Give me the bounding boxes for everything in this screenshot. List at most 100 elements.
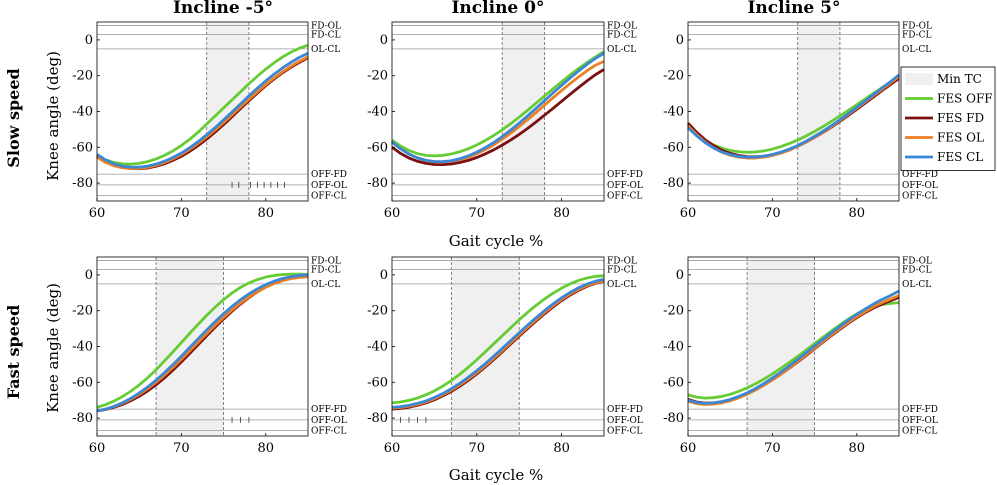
panel-slow-2-bottom-ref-label-0: OFF-FD — [902, 170, 938, 180]
panel-slow-0-ytick-label-2: -40 — [72, 105, 93, 120]
legend-label-min-tc: Min TC — [937, 72, 982, 86]
panel-slow-1-ytick-label-0: 0 — [380, 33, 388, 48]
panel-slow-0-top-ref-label-1: FD-CL — [311, 31, 341, 41]
panel-fast-1-ytick-label-0: 0 — [380, 268, 388, 283]
legend-swatch-min-tc — [905, 73, 933, 85]
panel-fast-0-ytick-label-3: -60 — [72, 375, 93, 390]
panel-fast-2-xtick-label-0: 60 — [680, 441, 697, 456]
panel-slow-2-ytick-label-3: -60 — [663, 140, 684, 155]
panel-slow-2-series-fes-off — [687, 75, 900, 154]
panel-fast-2-ytick-label-4: -80 — [663, 411, 684, 426]
panel-slow-0-series-fes-ol — [96, 55, 309, 170]
panel-slow-2-xtick-label-1: 70 — [764, 206, 781, 221]
panel-fast-1-ytick-label-4: -80 — [367, 411, 388, 426]
panel-fast-2-top-ref-label-2: OL-CL — [902, 280, 931, 290]
panel-fast-2-min-tc-region — [747, 257, 815, 436]
panel-fast-1-top-ref-label-1: FD-CL — [607, 266, 637, 276]
panel-fast-1-bottom-ref-label-1: OFF-OL — [607, 416, 643, 426]
panel-fast-0-series-fes-cl — [96, 273, 309, 413]
panel-fast-2-series-fes-cl — [687, 289, 900, 405]
panel-fast-0-ytick-label-0: 0 — [85, 268, 93, 283]
panel-slow-0-min-tc-region — [206, 22, 249, 201]
panel-slow-1-top-ref-label-0: FD-OL — [607, 22, 637, 32]
panel-slow-1-top-ref-label-1: FD-CL — [607, 31, 637, 41]
panel-slow-1-ytick-label-3: -60 — [367, 140, 388, 155]
panel-slow-2-xtick-label-2: 80 — [849, 206, 866, 221]
panel-fast-1-top-ref-label-0: FD-OL — [607, 257, 637, 267]
panel-slow-1-series-fes-fd — [391, 68, 605, 167]
panel-slow-0-ytick-label-4: -80 — [72, 176, 93, 191]
panel-slow-1-ytick-label-2: -40 — [367, 105, 388, 120]
panel-slow-1-bottom-ref-label-0: OFF-FD — [607, 170, 643, 180]
panel-slow-0-series-fes-fd — [96, 56, 309, 171]
panel-fast-0-bottom-ref-label-2: OFF-CL — [311, 427, 346, 437]
panel-fast-2-ytick-label-1: -20 — [663, 304, 684, 319]
row-label-fast-speed: Fast speed — [4, 305, 23, 400]
panel-fast-2-ytick-label-2: -40 — [663, 340, 684, 355]
panel-fast-1-ytick-label-2: -40 — [367, 340, 388, 355]
column-title-incline-0: Incline 0° — [451, 0, 544, 18]
legend-label-fes-off: FES OFF — [937, 92, 993, 106]
panel-slow-0-series-fes-off — [96, 43, 309, 166]
panel-slow-1-series-fes-off — [391, 50, 605, 158]
panel-fast-1-ytick-label-3: -60 — [367, 375, 388, 390]
panel-fast-2-bottom-ref-label-0: OFF-FD — [902, 405, 938, 415]
panel-fast-0-top-ref-label-0: FD-OL — [311, 257, 341, 267]
y-axis-label-fast: Knee angle (deg) — [44, 283, 62, 413]
panel-slow-0-ytick-label-3: -60 — [72, 140, 93, 155]
x-axis-label-bottom: Gait cycle % — [449, 466, 544, 484]
panel-slow-1-bottom-ref-label-1: OFF-OL — [607, 181, 643, 191]
panel-fast-2-top-ref-label-1: FD-CL — [902, 266, 932, 276]
panel-slow-1-xtick-label-1: 70 — [469, 206, 486, 221]
panel-fast-1-ytick-label-1: -20 — [367, 304, 388, 319]
panel-slow-0-series-fes-cl — [96, 52, 309, 169]
column-title-incline-minus5: Incline -5° — [173, 0, 273, 18]
panel-fast-0-bottom-ref-label-1: OFF-OL — [311, 416, 347, 426]
panel-slow-1-ytick-label-4: -80 — [367, 176, 388, 191]
panel-slow-2-top-ref-label-2: OL-CL — [902, 45, 931, 55]
y-axis-label-slow: Knee angle (deg) — [44, 51, 62, 181]
panel-fast-0-ytick-label-1: -20 — [72, 304, 93, 319]
legend-label-fes-cl: FES CL — [937, 150, 983, 164]
panel-fast-1-xtick-label-0: 60 — [384, 441, 401, 456]
panel-fast-0-xtick-label-0: 60 — [89, 441, 106, 456]
panel-fast-2-ytick-label-3: -60 — [663, 375, 684, 390]
panel-slow-0-ytick-label-1: -20 — [72, 69, 93, 84]
panel-slow-2-top-ref-label-0: FD-OL — [902, 22, 932, 32]
panel-fast-0-xtick-label-1: 70 — [173, 441, 190, 456]
panel-slow-2-xtick-label-0: 60 — [680, 206, 697, 221]
panel-fast-1-xtick-label-2: 80 — [553, 441, 570, 456]
panel-slow-2-series-fes-cl — [687, 73, 900, 159]
panel-slow-0-top-ref-label-0: FD-OL — [311, 22, 341, 32]
panel-fast-0-series-fes-off — [96, 272, 309, 409]
legend-label-fes-fd: FES FD — [937, 111, 984, 125]
panel-slow-1-top-ref-label-2: OL-CL — [607, 45, 636, 55]
panel-fast-1-top-ref-label-2: OL-CL — [607, 280, 636, 290]
panel-slow-2-series-fes-fd — [686, 77, 900, 159]
panel-fast-2-bottom-ref-label-1: OFF-OL — [902, 416, 938, 426]
panel-slow-1-series-fes-cl — [391, 52, 605, 164]
panel-fast-2-xtick-label-2: 80 — [849, 441, 866, 456]
panel-slow-0-bottom-ref-label-0: OFF-FD — [311, 170, 347, 180]
legend: Min TC FES OFF FES FD FES OL FES CL — [900, 66, 996, 171]
panel-fast-1-xtick-label-1: 70 — [469, 441, 486, 456]
panel-slow-0-xtick-label-2: 80 — [258, 206, 275, 221]
panel-fast-2-ytick-label-0: 0 — [676, 268, 684, 283]
panel-fast-1-series-fes-cl — [391, 278, 605, 409]
panel-slow-1-xtick-label-0: 60 — [384, 206, 401, 221]
panel-slow-2-top-ref-label-1: FD-CL — [902, 31, 932, 41]
panel-slow-2-ytick-label-2: -40 — [663, 105, 684, 120]
panel-fast-1-series-fes-off — [391, 274, 605, 405]
panel-fast-0-bottom-ref-label-0: OFF-FD — [311, 405, 347, 415]
panel-fast-0-top-ref-label-1: FD-CL — [311, 266, 341, 276]
x-axis-label-top: Gait cycle % — [449, 232, 544, 250]
column-title-incline-5: Incline 5° — [747, 0, 840, 18]
panel-fast-0-ytick-label-4: -80 — [72, 411, 93, 426]
panel-slow-1-xtick-label-2: 80 — [553, 206, 570, 221]
panel-slow-2-ytick-label-4: -80 — [663, 176, 684, 191]
